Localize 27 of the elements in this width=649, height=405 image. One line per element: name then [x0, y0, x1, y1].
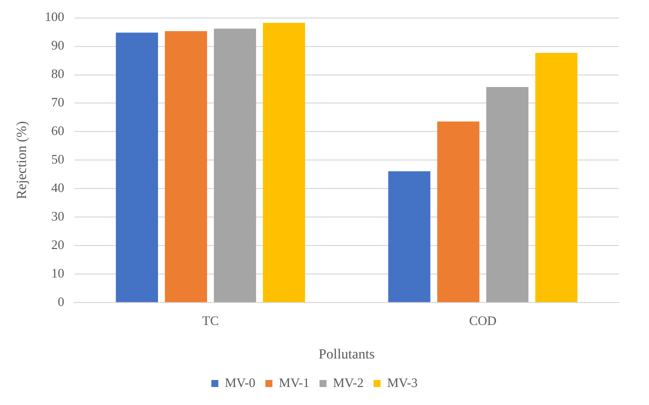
bar [116, 32, 158, 302]
y-tick-label: 40 [51, 180, 64, 196]
bar [535, 52, 578, 302]
y-tick-label: 20 [51, 237, 64, 252]
bar [262, 22, 306, 302]
bar [164, 31, 208, 302]
y-tick-label: 0 [58, 294, 64, 310]
bar [437, 121, 480, 302]
y-axis-title: Rejection (%) [15, 120, 30, 200]
y-tick-label: 90 [51, 38, 64, 53]
bar [486, 87, 528, 302]
y-tick-label: 30 [51, 208, 64, 224]
x-axis-title: Pollutants [318, 347, 375, 362]
x-tick-label: COD [469, 312, 497, 328]
x-tick-label: TC [202, 312, 219, 328]
y-tick-label: 100 [44, 9, 64, 24]
bar [214, 28, 256, 302]
bar [388, 171, 430, 302]
y-tick-label: 70 [51, 94, 64, 110]
y-tick-label: 80 [51, 66, 64, 82]
y-tick-label: 50 [51, 152, 64, 167]
legend-label: MV-1 [278, 374, 310, 390]
y-tick-label: 60 [51, 123, 64, 138]
legend-label: MV-0 [224, 374, 256, 390]
y-tick-label: 10 [51, 266, 64, 281]
legend-label: MV-3 [387, 374, 418, 390]
legend-label: MV-2 [333, 374, 364, 390]
